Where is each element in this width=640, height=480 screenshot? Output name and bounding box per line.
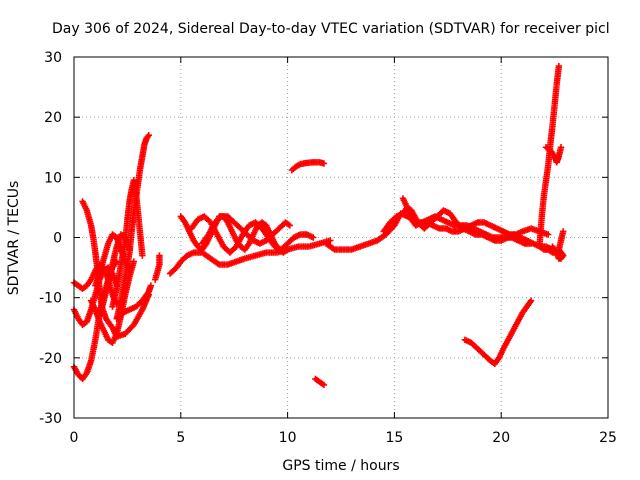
data-point [557,144,565,151]
series-track-x [542,144,565,166]
data-point [130,258,138,265]
data-point [527,297,535,304]
axis-ticks [73,56,609,419]
y-tick-label: 20 [44,110,62,126]
series-track-k [151,252,163,283]
series-track-y [549,228,567,262]
y-tick-label: 0 [53,231,62,247]
data-point [320,160,328,167]
y-tick-label: -30 [39,411,62,427]
series-track-w [536,62,563,247]
x-tick-labels: 0 5 10 15 20 25 [70,430,617,446]
data-point [555,62,563,70]
y-tick-label: 10 [44,170,62,186]
data-point [147,282,155,289]
x-axis-label: GPS time / hours [282,458,399,474]
series-track-u [461,297,535,368]
data-marks [70,62,567,389]
data-point [156,252,163,259]
data-point [310,234,317,241]
y-tick-label: 30 [44,50,62,66]
data-point [284,246,291,253]
data-point [139,252,146,259]
x-tick-label: 5 [176,430,185,446]
x-tick-label: 25 [599,430,617,446]
series-track-o [198,213,293,247]
data-point [145,132,152,139]
data-point [559,228,567,235]
y-tick-labels: -30 -20 -10 0 10 20 30 [39,50,62,427]
grid-lines [74,57,608,418]
x-tick-label: 10 [279,430,297,446]
x-tick-label: 0 [70,430,79,446]
series-track-j [113,282,155,322]
series-track-q [312,375,328,389]
data-point [320,381,328,389]
series-track-i [109,177,146,310]
y-tick-label: -10 [39,291,62,307]
data-point [544,231,552,238]
data-point [527,240,535,247]
x-tick-label: 20 [492,430,510,446]
series-track-t [399,195,535,247]
data-point [286,222,293,229]
chart-title: Day 306 of 2024, Sidereal Day-to-day VTE… [52,21,610,37]
y-axis-label: SDTVAR / TECUs [6,181,22,296]
x-tick-label: 15 [385,430,403,446]
data-point [327,237,334,244]
series-track-n [188,213,317,256]
series-track-d [79,198,152,340]
series-track-p [288,159,328,174]
y-tick-label: -20 [39,351,62,367]
